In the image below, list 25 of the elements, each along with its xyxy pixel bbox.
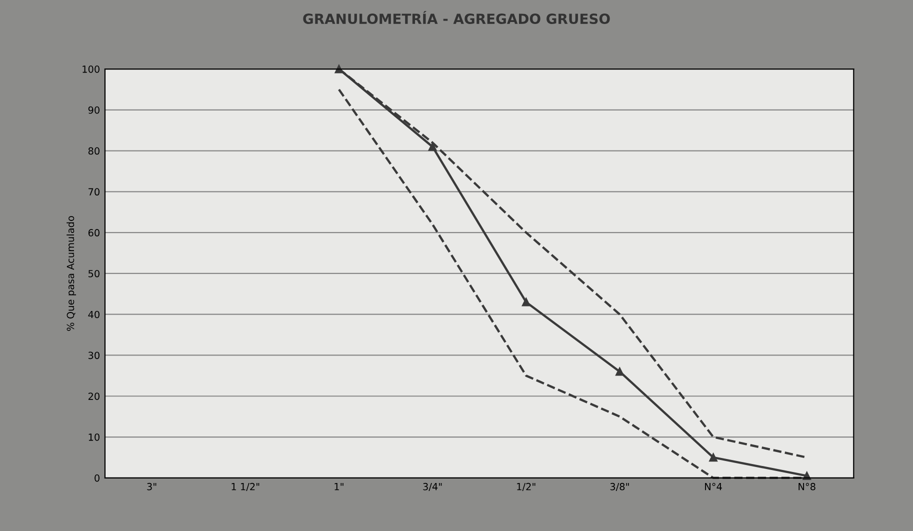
y-tick-label: 30 [88, 352, 100, 360]
y-tick-label: 0 [94, 474, 100, 482]
y-tick-label: 100 [82, 66, 100, 73]
x-tick-label: 3/4" [423, 482, 442, 492]
y-tick-label: 40 [88, 310, 100, 318]
y-axis-title: % Que pasa Acumulado [66, 216, 76, 331]
y-tick-label: 50 [88, 270, 100, 278]
point [709, 453, 718, 462]
y-tick-label: 10 [88, 433, 100, 441]
y-tick-label: 90 [88, 106, 100, 114]
x-tick-label: N°8 [798, 482, 816, 490]
x-tick-label: N°4 [705, 482, 722, 490]
x-tick-label: 1/2" [517, 482, 536, 492]
x-tick-label: 1" [334, 483, 344, 490]
point [428, 142, 437, 151]
x-tick-label: 3/8" [610, 482, 629, 492]
point [616, 367, 624, 376]
y-tick-label: 70 [88, 188, 100, 196]
y-tick-label: 20 [88, 392, 100, 400]
x-tick-label: 1 1/2" [232, 482, 260, 492]
y-tick-label: 60 [88, 229, 100, 236]
point [522, 298, 530, 306]
y-tick-label: 80 [88, 147, 100, 155]
x-tick-label: 3" [147, 482, 156, 490]
chart-title: GRANULOMETRÍA - AGREGADO GRUESO [303, 10, 610, 24]
